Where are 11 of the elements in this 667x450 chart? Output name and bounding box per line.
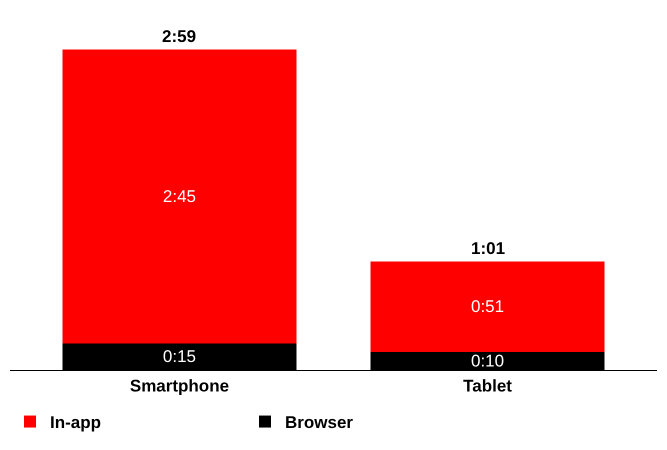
legend-label: In-app	[50, 413, 101, 432]
legend-label: Browser	[285, 413, 354, 432]
x-tick-label: Tablet	[463, 376, 512, 396]
total-label: 2:59	[162, 27, 196, 46]
data-label: 0:51	[471, 297, 504, 316]
data-label: 2:45	[162, 186, 196, 206]
bar	[370, 261, 605, 352]
total-label: 1:01	[471, 239, 506, 258]
data-label: 0:15	[162, 347, 196, 366]
data-label: 0:10	[471, 352, 504, 371]
x-tick-label: Smartphone	[130, 376, 230, 396]
